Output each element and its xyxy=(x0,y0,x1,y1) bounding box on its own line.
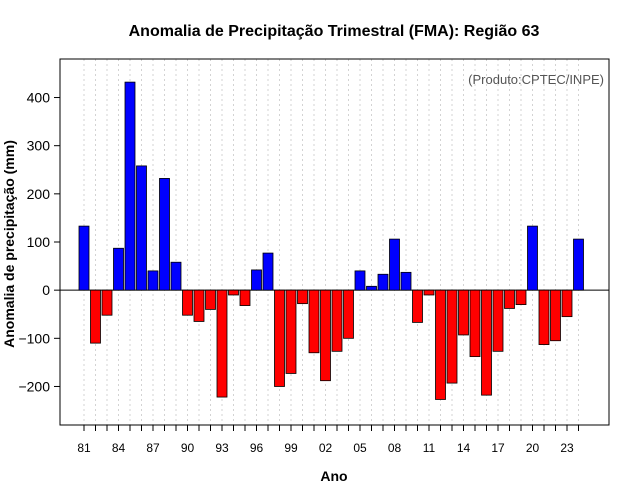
bar-93 xyxy=(216,289,228,398)
bar-20 xyxy=(527,225,538,291)
bar-24 xyxy=(573,238,584,291)
gridlines xyxy=(83,59,579,425)
bar-17 xyxy=(492,289,504,352)
y-tick-label: 100 xyxy=(27,234,51,250)
bar-05 xyxy=(354,270,366,291)
x-tick-label: 02 xyxy=(319,441,333,455)
bar-03 xyxy=(331,289,343,352)
bar-99 xyxy=(285,289,297,374)
bar-96 xyxy=(251,269,262,291)
chart-title: Anomalia de Precipitação Trimestral (FMA… xyxy=(129,23,540,40)
bar-13 xyxy=(446,289,458,384)
bar-81 xyxy=(78,225,90,291)
bar-23 xyxy=(561,289,573,318)
x-tick-label: 14 xyxy=(457,441,471,455)
x-tick-label: 96 xyxy=(250,441,264,455)
x-tick-label: 84 xyxy=(112,441,126,455)
bar-00 xyxy=(297,289,308,305)
y-axis-label: Anomalia de precipitação (mm) xyxy=(1,140,17,348)
x-axis-label: Ano xyxy=(320,468,347,484)
x-tick-label: 11 xyxy=(423,441,436,455)
y-tick-label: −200 xyxy=(18,378,50,394)
bar-83 xyxy=(101,289,113,316)
bar-12 xyxy=(435,289,446,400)
x-tick-label: 20 xyxy=(526,441,540,455)
x-tick-label: 23 xyxy=(560,441,574,455)
product-credit: (Produto:CPTEC/INPE) xyxy=(468,72,604,87)
x-tick-label: 87 xyxy=(146,441,160,455)
bar-94 xyxy=(228,289,239,296)
bar-10 xyxy=(412,289,423,323)
x-tick-label: 08 xyxy=(388,441,402,455)
y-tick-label: −100 xyxy=(18,330,50,346)
x-tick-label: 05 xyxy=(353,441,367,455)
y-tick-label: 200 xyxy=(27,186,51,202)
bar-91 xyxy=(193,289,205,322)
bar-14 xyxy=(458,289,469,336)
bar-02 xyxy=(320,289,331,382)
bar-21 xyxy=(538,289,550,345)
bar-07 xyxy=(377,273,389,291)
x-tick-label: 99 xyxy=(284,441,298,455)
bar-84 xyxy=(113,247,124,291)
bar-85 xyxy=(124,81,136,291)
bar-86 xyxy=(136,165,147,291)
bar-08 xyxy=(389,238,400,291)
bar-95 xyxy=(239,289,251,306)
bar-11 xyxy=(423,289,435,296)
bar-87 xyxy=(147,270,159,291)
bar-98 xyxy=(274,289,285,387)
bar-22 xyxy=(550,289,561,342)
x-axis: 81 84 87 90 93 96 99 02 05 08 11 14 17 20 23 xyxy=(77,425,579,455)
bar-19 xyxy=(515,289,527,306)
bar-82 xyxy=(90,289,101,344)
y-tick-label: 300 xyxy=(27,138,51,154)
bar-09 xyxy=(400,271,412,291)
x-tick-label: 17 xyxy=(491,441,505,455)
bars xyxy=(78,81,584,400)
bar-04 xyxy=(343,289,354,339)
bar-97 xyxy=(262,252,274,291)
x-tick-label: 90 xyxy=(181,441,195,455)
bar-16 xyxy=(481,289,492,396)
x-tick-label: 81 xyxy=(77,441,91,455)
bar-15 xyxy=(469,289,481,358)
x-tick-label: 93 xyxy=(215,441,229,455)
bar-92 xyxy=(205,289,216,310)
y-tick-label: 400 xyxy=(27,90,51,106)
y-axis: −200 −100 0 100 200 300 400 xyxy=(18,90,60,394)
bar-88 xyxy=(159,178,170,291)
bar-06 xyxy=(366,285,377,291)
bar-89 xyxy=(170,261,182,291)
y-tick-label: 0 xyxy=(42,282,50,298)
bar-18 xyxy=(504,289,515,309)
bar-01 xyxy=(308,289,320,354)
bar-90 xyxy=(182,289,193,316)
